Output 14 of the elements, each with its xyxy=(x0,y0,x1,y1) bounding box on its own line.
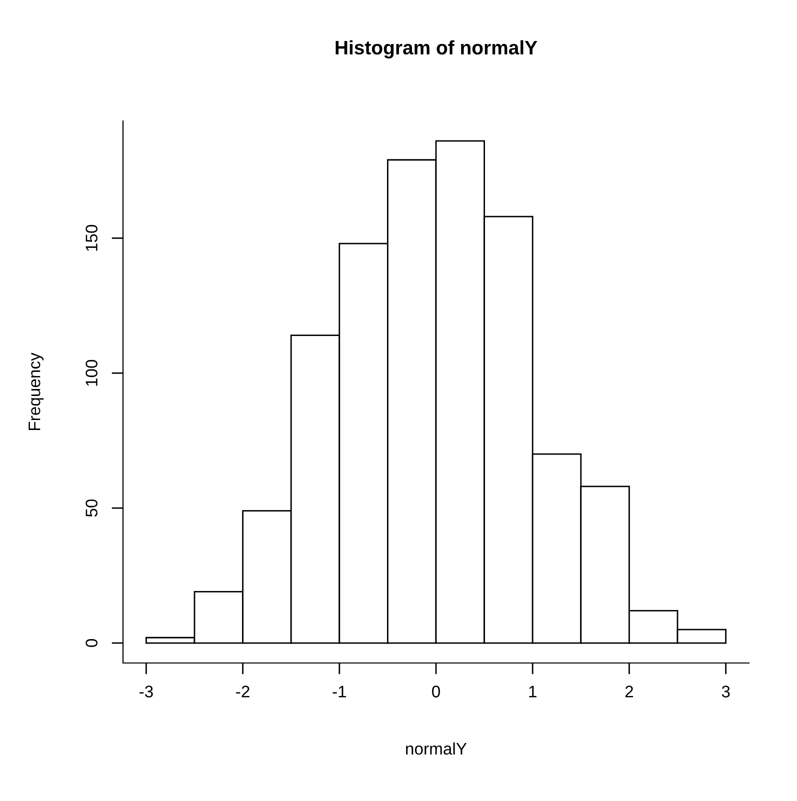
x-tick-label: 0 xyxy=(432,686,440,698)
x-tick-label: -1 xyxy=(332,686,346,698)
x-axis-title: normalY xyxy=(406,742,467,755)
x-tick-label: -2 xyxy=(236,686,250,698)
x-tick-label: 3 xyxy=(722,686,730,698)
y-tick-label: 100 xyxy=(86,360,98,386)
x-tick-label: 1 xyxy=(529,686,536,698)
x-tick-label: 2 xyxy=(625,686,634,698)
y-tick-label: 0 xyxy=(86,639,98,648)
y-axis-title: Frequency xyxy=(28,352,44,430)
y-tick-label: 50 xyxy=(86,499,98,517)
chart-title: Histogram of normalY xyxy=(336,40,538,58)
y-tick-label: 150 xyxy=(86,224,98,251)
x-tick-label: -3 xyxy=(140,686,153,698)
